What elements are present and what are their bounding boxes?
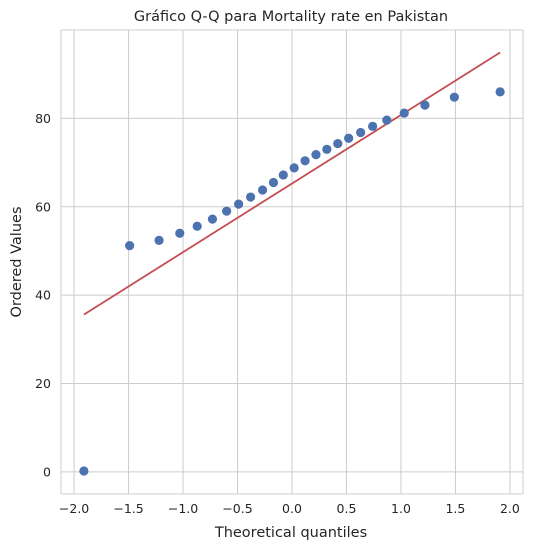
fit-line-group	[83, 51, 501, 316]
y-tick-label: 60	[35, 199, 51, 214]
data-point	[333, 138, 343, 149]
data-point	[222, 206, 232, 216]
data-point	[449, 92, 459, 102]
y-tick-label: 20	[35, 376, 51, 391]
data-point	[289, 163, 299, 173]
chart-title: Gráfico Q-Q para Mortality rate en Pakis…	[134, 9, 448, 25]
x-tick-label: 0.0	[282, 501, 302, 516]
data-point	[399, 108, 409, 118]
data-point	[257, 185, 268, 195]
x-tick-label: 0.5	[337, 501, 357, 516]
data-point	[420, 100, 430, 110]
y-tick-label: 40	[35, 288, 51, 303]
data-point	[278, 170, 288, 180]
x-tick-labels: −2.0 −1.5 −1.0 −0.5 0.0 0.5 1.0 1.5 2.0	[59, 501, 520, 516]
data-point	[382, 115, 392, 125]
x-tick-label: −1.5	[113, 501, 143, 516]
data-point	[207, 214, 218, 224]
data-point	[175, 228, 185, 238]
data-point	[300, 156, 310, 166]
data-point	[79, 466, 89, 476]
data-point	[368, 121, 378, 131]
data-point	[344, 133, 354, 143]
y-tick-label: 80	[35, 111, 51, 126]
fit-line	[83, 51, 501, 316]
x-tick-label: 2.0	[500, 501, 520, 516]
y-axis-label: Ordered Values	[9, 207, 25, 318]
x-tick-label: −0.5	[222, 501, 252, 516]
x-tick-label: −1.0	[168, 501, 198, 516]
data-point	[245, 192, 256, 202]
data-point	[125, 241, 135, 251]
plot-frame	[60, 29, 524, 495]
x-axis-label: Theoretical quantiles	[214, 525, 367, 541]
data-point	[234, 199, 244, 209]
data-point	[192, 221, 202, 231]
x-tick-label: 1.0	[391, 501, 411, 516]
data-point	[495, 87, 505, 97]
x-tick-label: −2.0	[59, 501, 89, 516]
y-tick-labels: 0 20 40 60 80	[35, 111, 51, 480]
y-tick-label: 0	[43, 464, 51, 479]
data-point	[356, 127, 366, 138]
data-point	[268, 177, 279, 188]
data-point	[311, 150, 321, 160]
data-point	[322, 144, 332, 154]
grid-lines	[61, 30, 523, 494]
x-tick-label: 1.5	[445, 501, 465, 516]
data-point	[154, 235, 164, 245]
data-points	[79, 87, 505, 476]
